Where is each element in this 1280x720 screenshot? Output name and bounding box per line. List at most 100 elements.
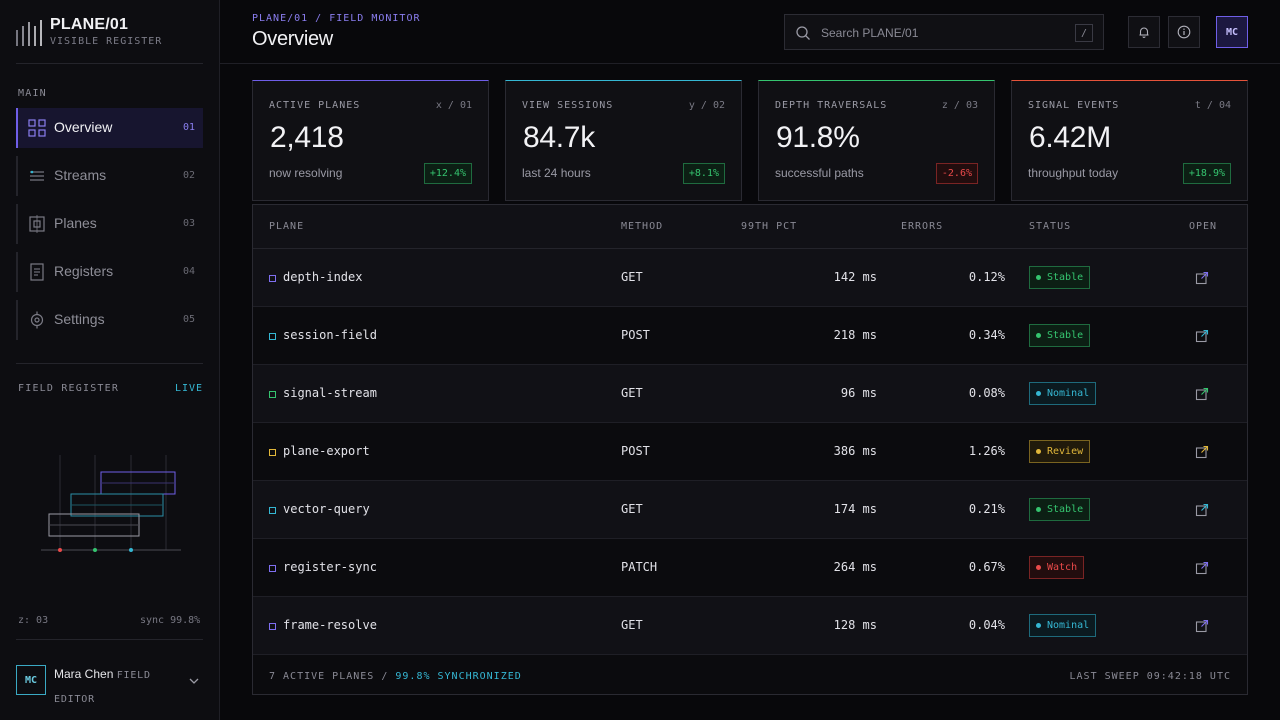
stat-card-depth-traversals[interactable]: DEPTH TRAVERSALS z / 03 91.8% successful pa… xyxy=(758,80,995,201)
chevron-down-icon[interactable] xyxy=(187,674,201,688)
sidebar-item-label: Settings xyxy=(54,311,105,327)
cell-plane: vector-query xyxy=(283,502,370,516)
stat-axis: z / 03 xyxy=(941,100,978,111)
user-avatar[interactable]: MC xyxy=(16,665,46,695)
status-badge: Stable xyxy=(1029,498,1091,521)
plane-marker-icon xyxy=(269,275,276,282)
divider xyxy=(16,639,203,640)
page-title: Overview xyxy=(252,28,333,50)
table-row[interactable]: depth-index GET 142 ms 0.12% Stable xyxy=(253,249,1247,307)
table-row[interactable]: vector-query GET 174 ms 0.21% Stable xyxy=(253,481,1247,539)
external-link-icon[interactable] xyxy=(1195,619,1209,633)
column-header-method[interactable]: METHOD xyxy=(621,221,664,232)
register-icon xyxy=(30,263,44,281)
status-label: Stable xyxy=(1047,272,1084,283)
cell-method: GET xyxy=(621,270,643,284)
plane-marker-icon xyxy=(269,333,276,340)
stat-description: now resolving xyxy=(269,166,343,180)
external-link-icon[interactable] xyxy=(1195,561,1209,575)
footer-sync-status: 99.8% SYNCHRONIZED xyxy=(395,671,522,682)
footer-active-count: 7 ACTIVE PLANES / xyxy=(269,671,389,682)
cell-plane: plane-export xyxy=(283,444,370,458)
external-link-icon[interactable] xyxy=(1195,503,1209,517)
search-input[interactable] xyxy=(821,23,1071,43)
breadcrumb[interactable]: PLANE/01 / FIELD MONITOR xyxy=(252,13,421,24)
table-footer: 7 ACTIVE PLANES / 99.8% SYNCHRONIZED LAS… xyxy=(253,655,1247,695)
brand-subtitle: VISIBLE REGISTER xyxy=(50,36,163,47)
cell-method: GET xyxy=(621,618,643,632)
status-badge: Nominal xyxy=(1029,614,1097,637)
brand[interactable]: PLANE/01 VISIBLE REGISTER xyxy=(16,14,206,54)
cell-p99: 386 ms xyxy=(833,444,877,458)
cell-method: PATCH xyxy=(621,560,658,574)
cell-p99: 142 ms xyxy=(833,270,877,284)
divider xyxy=(16,363,203,364)
external-link-icon[interactable] xyxy=(1195,445,1209,459)
cell-errors: 0.12% xyxy=(968,270,1005,284)
sidebar-item-number: 02 xyxy=(182,170,195,181)
status-dot-icon xyxy=(1036,391,1041,396)
footer-summary: 7 ACTIVE PLANES / 99.8% SYNCHRONIZED xyxy=(269,671,522,682)
sidebar-item-number: 04 xyxy=(182,266,195,277)
table-row[interactable]: session-field POST 218 ms 0.34% Stable xyxy=(253,307,1247,365)
cell-method: GET xyxy=(621,386,643,400)
brand-title: PLANE/01 xyxy=(50,16,129,33)
status-label: Stable xyxy=(1047,330,1084,341)
stat-card-view-sessions[interactable]: VIEW SESSIONS y / 02 84.7k last 24 hours +8.… xyxy=(505,80,742,201)
cell-p99: 96 ms xyxy=(840,386,877,400)
info-icon xyxy=(1177,25,1191,39)
cell-plane: frame-resolve xyxy=(283,618,377,632)
cell-errors: 0.67% xyxy=(968,560,1005,574)
search-box[interactable]: / xyxy=(784,14,1104,50)
live-indicator: LIVE xyxy=(175,383,204,394)
external-link-icon[interactable] xyxy=(1195,329,1209,343)
table-row[interactable]: frame-resolve GET 128 ms 0.04% Nominal xyxy=(253,597,1247,655)
stat-card-signal-events[interactable]: SIGNAL EVENTS t / 04 6.42M throughput today… xyxy=(1011,80,1248,201)
external-link-icon[interactable] xyxy=(1195,271,1209,285)
column-header-errors[interactable]: ERRORS xyxy=(901,221,944,232)
column-header-status[interactable]: STATUS xyxy=(1029,221,1072,232)
search-icon xyxy=(796,26,810,40)
planes-icon xyxy=(29,215,45,233)
stat-description: throughput today xyxy=(1028,166,1119,180)
stat-card-active-planes[interactable]: ACTIVE PLANES x / 01 2,418 now resolving +12… xyxy=(252,80,489,201)
stat-value: 84.7k xyxy=(523,121,595,154)
header-avatar[interactable]: MC xyxy=(1216,16,1248,48)
sidebar-item-number: 03 xyxy=(182,218,195,229)
external-link-icon[interactable] xyxy=(1195,387,1209,401)
sidebar-item-registers[interactable]: Registers 04 xyxy=(16,252,203,292)
table-row[interactable]: signal-stream GET 96 ms 0.08% Nominal xyxy=(253,365,1247,423)
user-name: Mara Chen xyxy=(54,667,114,681)
header-divider xyxy=(220,63,1280,64)
cell-method: POST xyxy=(621,444,650,458)
cell-errors: 0.21% xyxy=(968,502,1005,516)
cell-errors: 0.04% xyxy=(968,618,1005,632)
column-header-p99[interactable]: 99TH PCT xyxy=(741,221,798,232)
sidebar-item-overview[interactable]: Overview 01 xyxy=(16,108,203,148)
info-button[interactable] xyxy=(1168,16,1200,48)
table-row[interactable]: plane-export POST 386 ms 1.26% Review xyxy=(253,423,1247,481)
cell-plane: signal-stream xyxy=(283,386,377,400)
status-label: Nominal xyxy=(1047,620,1090,631)
stat-value: 91.8% xyxy=(776,121,860,154)
status-badge: Watch xyxy=(1029,556,1085,579)
section-label-main: MAIN xyxy=(18,88,47,99)
planes-table: PLANE METHOD 99TH PCT ERRORS STATUS OPEN… xyxy=(252,204,1248,695)
column-header-open[interactable]: OPEN xyxy=(1189,221,1218,232)
sidebar-item-label: Planes xyxy=(54,215,97,231)
sidebar-item-planes[interactable]: Planes 03 xyxy=(16,204,203,244)
column-header-plane[interactable]: PLANE xyxy=(269,221,305,232)
status-label: Review xyxy=(1047,446,1084,457)
stat-label: SIGNAL EVENTS xyxy=(1028,100,1120,111)
stat-axis: x / 01 xyxy=(435,100,472,111)
user-info[interactable]: Mara Chen FIELD EDITOR xyxy=(54,663,174,711)
table-row[interactable]: register-sync PATCH 264 ms 0.67% Watch xyxy=(253,539,1247,597)
stat-delta-badge: +12.4% xyxy=(423,163,472,184)
status-dot-icon xyxy=(1036,507,1041,512)
logo-icon xyxy=(16,20,42,46)
last-sweep: LAST SWEEP 09:42:18 UTC xyxy=(1069,671,1231,682)
notifications-button[interactable] xyxy=(1128,16,1160,48)
stat-axis: t / 04 xyxy=(1194,100,1231,111)
sidebar-item-streams[interactable]: Streams 02 xyxy=(16,156,203,196)
sidebar-item-settings[interactable]: Settings 05 xyxy=(16,300,203,340)
